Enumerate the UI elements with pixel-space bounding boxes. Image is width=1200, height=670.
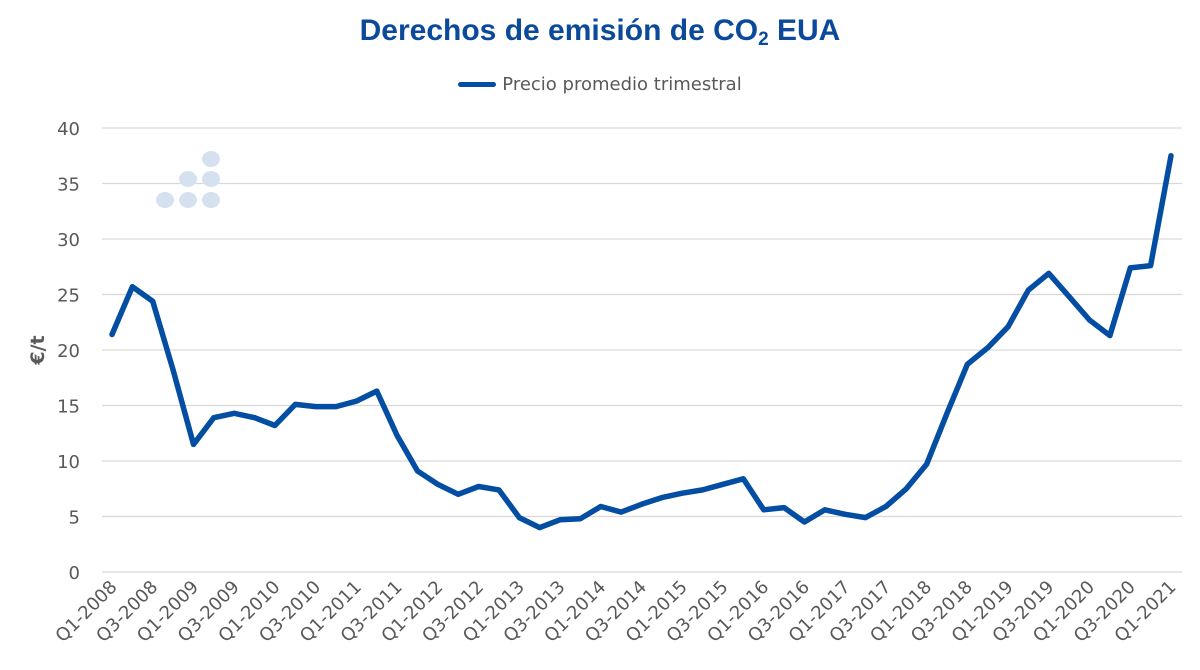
data-point bbox=[781, 505, 787, 511]
data-point bbox=[618, 509, 624, 515]
data-point bbox=[1046, 270, 1052, 276]
data-point bbox=[150, 298, 156, 304]
chart-title: Derechos de emisión de CO2 EUA bbox=[0, 14, 1200, 51]
data-point bbox=[740, 476, 746, 482]
data-point bbox=[1087, 317, 1093, 323]
data-point bbox=[903, 486, 909, 492]
data-point bbox=[537, 525, 543, 531]
y-tick-label: 10 bbox=[57, 452, 80, 473]
logo-dots-icon bbox=[156, 151, 220, 208]
data-point bbox=[659, 495, 665, 501]
legend-label: Precio promedio trimestral bbox=[502, 74, 742, 95]
data-point bbox=[1066, 294, 1072, 300]
data-point bbox=[435, 481, 441, 487]
y-tick-label: 15 bbox=[57, 397, 80, 418]
data-point bbox=[211, 415, 217, 421]
data-point bbox=[414, 468, 420, 474]
y-tick-label: 25 bbox=[57, 286, 80, 307]
data-point bbox=[985, 345, 991, 351]
data-point bbox=[374, 388, 380, 394]
data-point bbox=[333, 404, 339, 410]
data-point bbox=[272, 422, 278, 428]
data-point bbox=[924, 461, 930, 467]
data-point bbox=[720, 481, 726, 487]
data-point bbox=[476, 484, 482, 490]
data-point bbox=[822, 507, 828, 513]
data-point bbox=[1168, 153, 1174, 159]
data-point bbox=[883, 504, 889, 510]
data-point bbox=[129, 284, 135, 290]
title-suffix: EUA bbox=[768, 14, 841, 47]
y-tick-label: 5 bbox=[69, 508, 80, 529]
data-point bbox=[964, 361, 970, 367]
y-tick-label: 35 bbox=[57, 175, 80, 196]
data-point bbox=[639, 501, 644, 507]
data-point bbox=[700, 487, 706, 493]
data-point bbox=[557, 517, 563, 523]
data-point bbox=[252, 415, 258, 421]
data-point bbox=[313, 404, 319, 410]
y-tick-label: 0 bbox=[69, 563, 80, 584]
data-point bbox=[842, 511, 848, 517]
data-point bbox=[190, 441, 196, 447]
series-line bbox=[109, 153, 1174, 531]
title-subscript: 2 bbox=[758, 29, 769, 50]
data-point bbox=[679, 490, 685, 496]
title-text: Derechos de emisión de CO bbox=[359, 14, 759, 47]
data-point bbox=[944, 410, 950, 416]
data-point bbox=[761, 507, 767, 513]
data-point bbox=[1107, 333, 1113, 339]
y-tick-label: 30 bbox=[57, 230, 80, 251]
y-tick-label: 20 bbox=[57, 341, 80, 362]
data-point bbox=[109, 331, 115, 337]
data-point bbox=[801, 519, 807, 525]
data-point bbox=[1005, 324, 1011, 330]
data-point bbox=[863, 515, 869, 521]
data-point bbox=[292, 401, 298, 407]
data-point bbox=[577, 516, 583, 522]
y-tick-label: 40 bbox=[57, 119, 80, 140]
data-point bbox=[231, 410, 237, 416]
data-point bbox=[516, 515, 522, 521]
data-point bbox=[1127, 265, 1133, 271]
data-point bbox=[394, 432, 400, 438]
y-axis-label: €/t bbox=[27, 335, 49, 365]
data-point bbox=[170, 367, 176, 373]
data-point bbox=[1025, 287, 1031, 293]
data-point bbox=[496, 487, 502, 493]
data-point bbox=[1148, 263, 1154, 269]
data-point bbox=[598, 504, 604, 510]
data-point bbox=[353, 398, 359, 404]
legend-swatch bbox=[458, 82, 497, 87]
legend: Precio promedio trimestral bbox=[0, 74, 1200, 95]
data-point bbox=[455, 491, 461, 497]
